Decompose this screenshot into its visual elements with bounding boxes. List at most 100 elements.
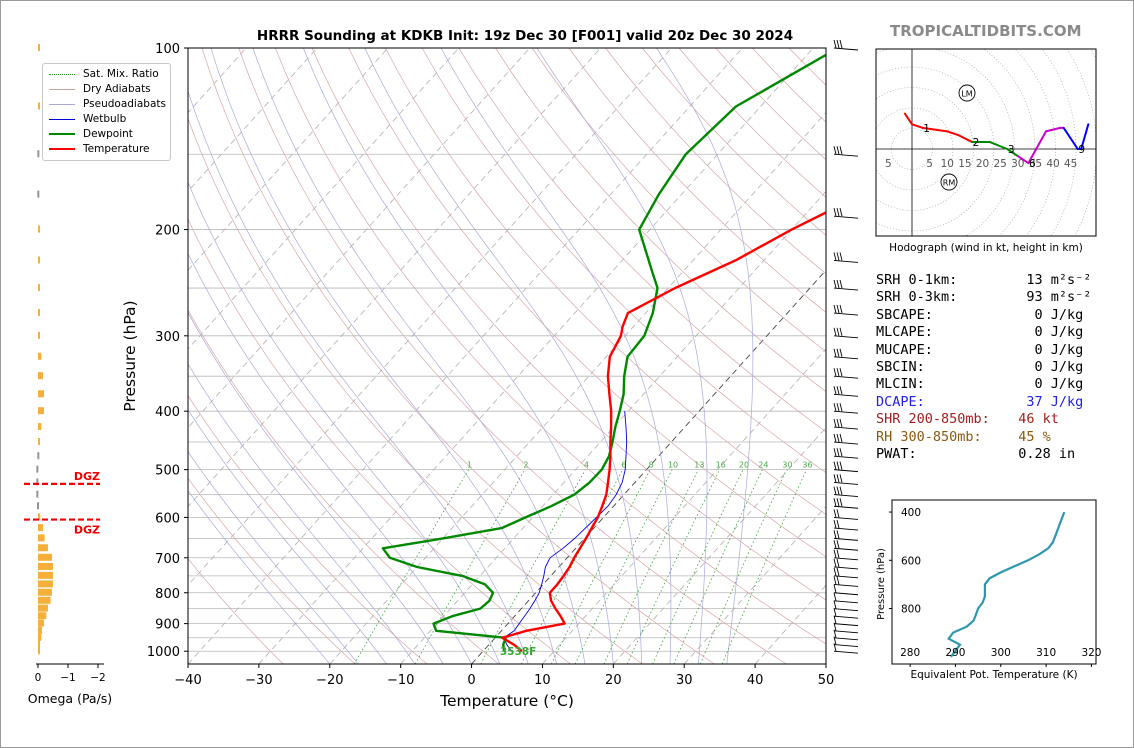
omega-bar bbox=[38, 372, 43, 380]
isotherm-line bbox=[188, 48, 531, 429]
omega-bar bbox=[37, 150, 40, 158]
wind-barb-flag bbox=[833, 461, 837, 470]
omega-bar bbox=[38, 562, 53, 570]
mixing-ratio-line bbox=[673, 469, 763, 664]
stat-row: RH 300-850mb: 45 % bbox=[876, 429, 1106, 446]
dgz-label: DGZ bbox=[74, 470, 100, 483]
wind-barb-staff bbox=[833, 259, 859, 263]
stat-label: DCAPE: bbox=[876, 393, 925, 410]
wind-barb-staff bbox=[833, 47, 859, 51]
isotherm-line bbox=[188, 48, 460, 350]
hodograph-ring-label: 5 bbox=[926, 158, 933, 170]
wind-barb-flag bbox=[839, 208, 843, 217]
wind-barb-flag bbox=[833, 600, 837, 609]
wind-barb-flag bbox=[839, 486, 843, 495]
omega-bar bbox=[38, 438, 40, 446]
wind-barb-flag bbox=[833, 622, 837, 631]
stat-label: SRH 0-1km: bbox=[876, 272, 958, 288]
legend-swatch-mixing-ratio bbox=[49, 73, 75, 75]
stat-value: 0 J/kg bbox=[1002, 376, 1084, 393]
hodograph-trace-segment bbox=[1027, 130, 1047, 165]
hodograph-height-label: 3 bbox=[1008, 144, 1015, 156]
omega-bar bbox=[38, 390, 44, 398]
wind-barb-staff bbox=[833, 600, 859, 604]
dry-adiabat-line bbox=[348, 48, 826, 558]
wind-barb-flag bbox=[833, 643, 837, 652]
wind-barb-staff bbox=[833, 494, 859, 498]
wind-barb-flag bbox=[836, 348, 840, 357]
hodograph-trace-segment bbox=[1044, 126, 1062, 133]
mixing-ratio-label: 30 bbox=[782, 461, 792, 470]
mixing-ratio-label: 24 bbox=[758, 461, 768, 470]
wind-barb-flag bbox=[839, 327, 843, 336]
y-tick-label: 300 bbox=[155, 330, 180, 345]
wind-barb-staff bbox=[833, 637, 859, 641]
hodograph-trace-segment bbox=[1062, 126, 1079, 150]
wind-barb-flag bbox=[833, 615, 837, 624]
hodograph-trace-segment bbox=[1080, 123, 1090, 150]
moist-adiabat-line bbox=[252, 48, 586, 664]
wind-barb-staff bbox=[833, 527, 859, 531]
moist-adiabat-line bbox=[188, 181, 501, 664]
wind-barb-staff bbox=[833, 356, 859, 360]
legend-swatch-temperature bbox=[49, 148, 75, 150]
wind-barb-flag bbox=[833, 530, 837, 539]
mixing-ratio-label: 36 bbox=[802, 461, 812, 470]
isotherm-line bbox=[329, 112, 826, 664]
moist-adiabat-line bbox=[188, 490, 331, 664]
mixing-ratio-line bbox=[652, 469, 744, 664]
wind-barb-staff bbox=[833, 566, 859, 570]
omega-bar bbox=[37, 502, 40, 510]
wind-barb-flag bbox=[833, 279, 837, 289]
theta-e-y-tick-label: 600 bbox=[901, 555, 921, 567]
wind-barb-staff bbox=[833, 615, 859, 619]
wind-barb-flag bbox=[833, 509, 837, 518]
isotherm-line bbox=[188, 48, 318, 193]
hodograph-trace-segment bbox=[1006, 148, 1019, 158]
mixing-ratio-label: 10 bbox=[668, 461, 678, 470]
dry-adiabat-line bbox=[274, 48, 826, 645]
wind-barb-flag bbox=[833, 584, 837, 593]
omega-bar bbox=[38, 612, 47, 620]
theta-e-x-tick-label: 300 bbox=[991, 647, 1011, 659]
mixing-ratio-line bbox=[521, 469, 624, 664]
stat-label: MLCIN: bbox=[876, 376, 925, 393]
stat-value: 0 J/kg bbox=[1002, 358, 1084, 375]
skewt-axes-frame bbox=[187, 47, 827, 665]
theta-e-y-tick-label: 400 bbox=[901, 507, 921, 519]
stat-value: 0 J/kg bbox=[1002, 306, 1084, 323]
stat-label: SBCIN: bbox=[876, 358, 925, 375]
moist-adiabat-line bbox=[188, 409, 387, 664]
wind-barb-flag bbox=[836, 448, 840, 457]
stat-label: SBCAPE: bbox=[876, 306, 933, 323]
x-tick-label: 0 bbox=[467, 673, 475, 688]
wind-barb-flag bbox=[839, 348, 843, 357]
hodograph-ring-label: 5 bbox=[885, 158, 892, 170]
wind-barb-staff bbox=[833, 592, 859, 596]
legend-item-dewpoint: Dewpoint bbox=[49, 127, 133, 141]
mixing-ratio-line bbox=[721, 469, 807, 664]
omega-bar bbox=[38, 102, 40, 110]
wind-barb-flag bbox=[833, 567, 837, 576]
hodograph-ring-label: 20 bbox=[976, 158, 989, 170]
wind-barb-flag bbox=[833, 592, 837, 601]
wind-barb-flag bbox=[833, 146, 837, 155]
mixing-ratio-label: 8 bbox=[649, 461, 654, 470]
wind-barb-flag bbox=[839, 403, 843, 412]
mixing-ratio-line bbox=[550, 469, 651, 664]
y-tick-label: 600 bbox=[155, 511, 180, 526]
mixing-ratio-label: 16 bbox=[716, 461, 726, 470]
mixing-ratio-label: 4 bbox=[584, 461, 589, 470]
omega-tick-label: −2 bbox=[90, 672, 105, 684]
moist-adiabat-line bbox=[536, 48, 708, 664]
wind-barb-flag bbox=[839, 146, 843, 155]
wind-barb-flag bbox=[833, 558, 837, 568]
wind-barb-staff bbox=[833, 623, 859, 627]
stat-value: 0.28 in bbox=[1002, 445, 1076, 462]
y-tick-label: 400 bbox=[155, 405, 180, 420]
hodograph-trace-segment bbox=[956, 133, 973, 143]
wind-barb-flag bbox=[833, 348, 837, 357]
omega-bar bbox=[36, 465, 39, 473]
theta-e-y-tick-label: 800 bbox=[901, 604, 921, 616]
